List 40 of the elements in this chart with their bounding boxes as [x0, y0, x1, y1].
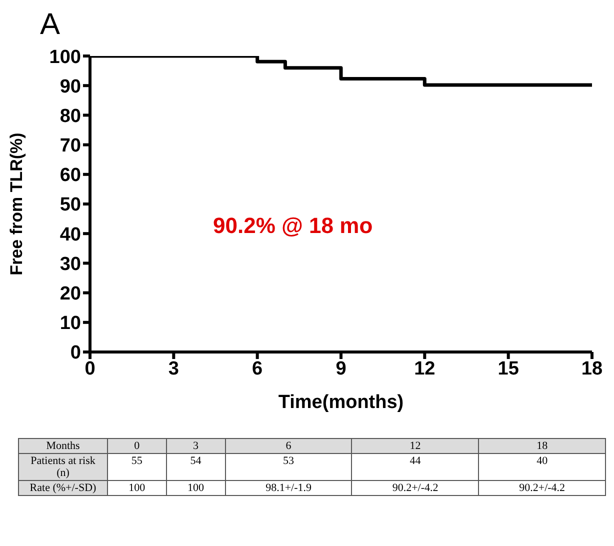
text: 100	[108, 480, 166, 496]
x-tick-label: 18	[581, 358, 603, 380]
text: 100	[166, 480, 226, 496]
y-tick-label: 90	[60, 76, 81, 98]
y-tick-label: 70	[60, 136, 81, 157]
text: 90.2+/-4.2	[478, 480, 606, 496]
y-tick-label: 40	[60, 224, 81, 246]
text: 44	[352, 454, 479, 480]
text: 6	[225, 438, 352, 454]
chart-title: A	[40, 8, 60, 42]
annotation: 90.2% @ 18 mo	[213, 213, 373, 239]
text: Patients at risk (n)	[18, 454, 108, 480]
x-tick-label: 3	[168, 358, 179, 380]
text: 53	[225, 454, 352, 480]
text: 0	[108, 438, 166, 454]
y-tick-label: 30	[60, 254, 81, 275]
y-tick-label: 10	[60, 313, 81, 334]
text: 18	[478, 438, 606, 454]
y-tick-label: 100	[49, 46, 81, 68]
text: 98.1+/-1.9	[225, 480, 352, 496]
y-tick-label: 0	[70, 342, 81, 364]
text: 3	[166, 438, 226, 454]
text: 12	[352, 438, 479, 454]
x-axis-title: Time(months)	[278, 392, 404, 413]
x-tick-label: 0	[84, 358, 96, 380]
y-tick-label: 20	[60, 284, 81, 305]
x-tick-label: 6	[252, 358, 263, 380]
text: 90.2+/-4.2	[352, 480, 479, 496]
y-tick-label: 60	[60, 165, 81, 186]
x-tick-label: 9	[336, 358, 346, 380]
y-tick-label: 80	[60, 106, 81, 127]
text: 55	[108, 454, 166, 480]
text: Months	[18, 438, 108, 454]
text: Rate (%+/-SD)	[18, 480, 108, 496]
y-tick-label: 50	[60, 194, 81, 216]
x-tick-label: 12	[414, 358, 436, 380]
text: 54	[166, 454, 226, 480]
text: 40	[478, 454, 606, 480]
y-axis-title: Free from TLR(%)	[7, 132, 26, 276]
x-tick-label: 15	[498, 358, 520, 380]
